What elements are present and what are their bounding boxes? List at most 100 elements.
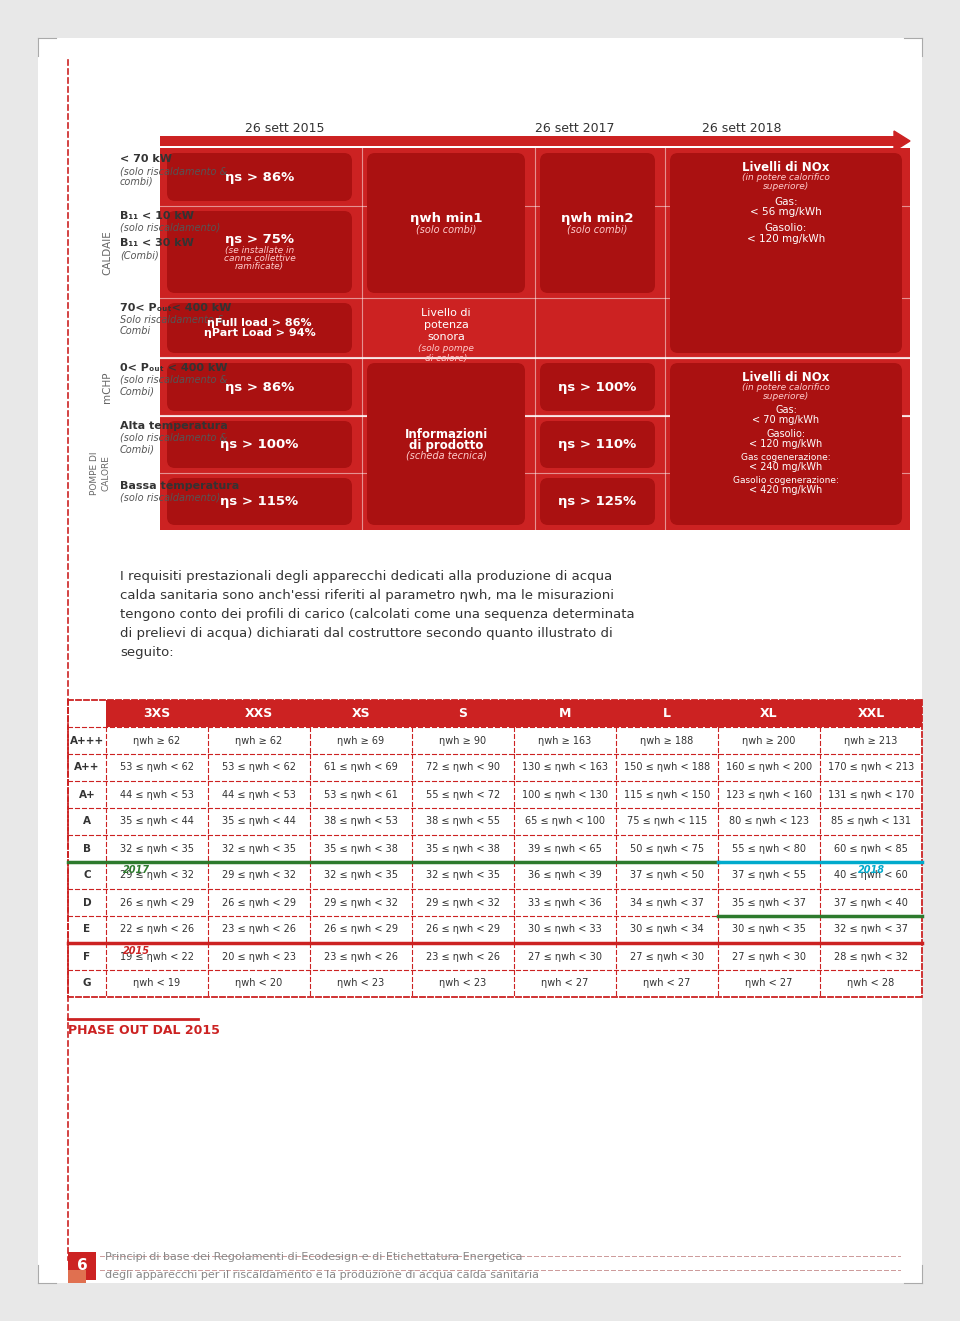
Text: 27 ≤ ηwh < 30: 27 ≤ ηwh < 30 — [732, 951, 806, 962]
Text: Principi di base dei Regolamenti di Ecodesign e di Etichettatura Energetica: Principi di base dei Regolamenti di Ecod… — [105, 1252, 522, 1262]
Text: < 240 mg/kWh: < 240 mg/kWh — [750, 462, 823, 472]
Text: 6: 6 — [77, 1259, 87, 1273]
Text: E: E — [84, 925, 90, 934]
Text: ηwh ≥ 62: ηwh ≥ 62 — [235, 736, 282, 745]
Text: combi): combi) — [120, 176, 154, 186]
Bar — [160, 148, 910, 530]
Text: 34 ≤ ηwh < 37: 34 ≤ ηwh < 37 — [630, 897, 704, 908]
Text: ηs > 86%: ηs > 86% — [225, 380, 294, 394]
Text: ηwh < 23: ηwh < 23 — [440, 979, 487, 988]
Text: (solo combi): (solo combi) — [567, 225, 628, 235]
Text: 29 ≤ ηwh < 32: 29 ≤ ηwh < 32 — [120, 871, 194, 881]
FancyBboxPatch shape — [670, 153, 902, 353]
Text: XXS: XXS — [245, 707, 274, 720]
Text: 26 ≤ ηwh < 29: 26 ≤ ηwh < 29 — [120, 897, 194, 908]
Bar — [106, 700, 922, 727]
Text: 20 ≤ ηwh < 23: 20 ≤ ηwh < 23 — [222, 951, 296, 962]
Text: 29 ≤ ηwh < 32: 29 ≤ ηwh < 32 — [222, 871, 296, 881]
Text: 75 ≤ ηwh < 115: 75 ≤ ηwh < 115 — [627, 816, 708, 827]
Text: ηwh ≥ 90: ηwh ≥ 90 — [440, 736, 487, 745]
Text: 2017: 2017 — [123, 865, 150, 875]
Text: A+: A+ — [79, 790, 95, 799]
Text: ηwh < 19: ηwh < 19 — [133, 979, 180, 988]
Text: ηwh min1: ηwh min1 — [410, 213, 482, 226]
Text: B₁₁ < 30 kW: B₁₁ < 30 kW — [120, 238, 194, 248]
FancyBboxPatch shape — [540, 421, 655, 468]
Text: Gasolio cogenerazione:: Gasolio cogenerazione: — [733, 476, 839, 485]
Text: XL: XL — [760, 707, 778, 720]
Text: di prodotto: di prodotto — [409, 440, 483, 453]
Text: XXL: XXL — [857, 707, 884, 720]
Text: PHASE OUT DAL 2015: PHASE OUT DAL 2015 — [68, 1024, 220, 1037]
Text: I requisiti prestazionali degli apparecchi dedicati alla produzione di acqua: I requisiti prestazionali degli apparecc… — [120, 569, 612, 583]
Text: (solo riscaldamento): (solo riscaldamento) — [120, 493, 220, 503]
FancyBboxPatch shape — [540, 478, 655, 524]
Text: 35 ≤ ηwh < 38: 35 ≤ ηwh < 38 — [426, 844, 500, 853]
Text: M: M — [559, 707, 571, 720]
Text: ηFull load > 86%: ηFull load > 86% — [207, 317, 312, 328]
Text: F: F — [84, 951, 90, 962]
Text: ηwh ≥ 200: ηwh ≥ 200 — [742, 736, 796, 745]
Text: ηwh < 23: ηwh < 23 — [337, 979, 385, 988]
Text: superiore): superiore) — [763, 392, 809, 402]
Text: CALDAIE: CALDAIE — [102, 231, 112, 275]
Text: potenza: potenza — [423, 320, 468, 330]
Text: 170 ≤ ηwh < 213: 170 ≤ ηwh < 213 — [828, 762, 914, 773]
Text: ηwh ≥ 188: ηwh ≥ 188 — [640, 736, 694, 745]
Text: 100 ≤ ηwh < 130: 100 ≤ ηwh < 130 — [522, 790, 608, 799]
Text: ηs > 100%: ηs > 100% — [559, 380, 636, 394]
Text: ηs > 75%: ηs > 75% — [225, 232, 294, 246]
FancyBboxPatch shape — [540, 153, 655, 293]
Text: A+++: A+++ — [70, 736, 104, 745]
Text: 37 ≤ ηwh < 40: 37 ≤ ηwh < 40 — [834, 897, 908, 908]
Text: 130 ≤ ηwh < 163: 130 ≤ ηwh < 163 — [522, 762, 608, 773]
Text: canne collettive: canne collettive — [224, 254, 296, 263]
Text: (in potere calorifico: (in potere calorifico — [742, 173, 830, 182]
Text: 72 ≤ ηwh < 90: 72 ≤ ηwh < 90 — [426, 762, 500, 773]
FancyBboxPatch shape — [167, 478, 352, 524]
Text: ηwh < 28: ηwh < 28 — [848, 979, 895, 988]
Text: ηwh < 20: ηwh < 20 — [235, 979, 282, 988]
Text: < 56 mg/kWh: < 56 mg/kWh — [750, 207, 822, 217]
Text: (in potere calorifico: (in potere calorifico — [742, 383, 830, 392]
Text: degli apparecchi per il riscaldamento e la produzione di acqua calda sanitaria: degli apparecchi per il riscaldamento e … — [105, 1269, 539, 1280]
Text: 123 ≤ ηwh < 160: 123 ≤ ηwh < 160 — [726, 790, 812, 799]
Text: 160 ≤ ηwh < 200: 160 ≤ ηwh < 200 — [726, 762, 812, 773]
Text: ηs > 110%: ηs > 110% — [559, 439, 636, 452]
Text: Gas:: Gas: — [774, 197, 798, 206]
FancyBboxPatch shape — [167, 211, 352, 293]
Text: (Combi): (Combi) — [120, 250, 158, 260]
Text: ηs > 100%: ηs > 100% — [220, 439, 299, 452]
Text: 30 ≤ ηwh < 33: 30 ≤ ηwh < 33 — [528, 925, 602, 934]
Text: S: S — [459, 707, 468, 720]
Text: 131 ≤ ηwh < 170: 131 ≤ ηwh < 170 — [828, 790, 914, 799]
Text: 26 sett 2017: 26 sett 2017 — [536, 122, 614, 135]
Text: 2015: 2015 — [123, 946, 150, 956]
Text: 32 ≤ ηwh < 35: 32 ≤ ηwh < 35 — [222, 844, 296, 853]
Text: 50 ≤ ηwh < 75: 50 ≤ ηwh < 75 — [630, 844, 704, 853]
Text: 30 ≤ ηwh < 35: 30 ≤ ηwh < 35 — [732, 925, 806, 934]
Text: 0< Pₒᵤₜ < 400 kW: 0< Pₒᵤₜ < 400 kW — [120, 363, 228, 373]
Text: 150 ≤ ηwh < 188: 150 ≤ ηwh < 188 — [624, 762, 710, 773]
Text: 26 ≤ ηwh < 29: 26 ≤ ηwh < 29 — [222, 897, 296, 908]
Text: < 70 mg/kWh: < 70 mg/kWh — [753, 415, 820, 425]
Text: 35 ≤ ηwh < 44: 35 ≤ ηwh < 44 — [222, 816, 296, 827]
Text: 70< Pₒᵤₜ< 400 kW: 70< Pₒᵤₜ< 400 kW — [120, 303, 231, 313]
Text: A: A — [83, 816, 91, 827]
Text: 53 ≤ ηwh < 62: 53 ≤ ηwh < 62 — [222, 762, 296, 773]
Text: 60 ≤ ηwh < 85: 60 ≤ ηwh < 85 — [834, 844, 908, 853]
Text: 3XS: 3XS — [143, 707, 171, 720]
Text: Gas cogenerazione:: Gas cogenerazione: — [741, 453, 830, 462]
Text: 80 ≤ ηwh < 123: 80 ≤ ηwh < 123 — [729, 816, 809, 827]
Text: ramificate): ramificate) — [235, 263, 284, 271]
Text: G: G — [83, 979, 91, 988]
Text: Gas:: Gas: — [775, 406, 797, 415]
Text: Solo riscaldamento &: Solo riscaldamento & — [120, 314, 225, 325]
Text: < 70 kW: < 70 kW — [120, 155, 172, 164]
Text: seguito:: seguito: — [120, 646, 174, 659]
Text: Bassa temperatura: Bassa temperatura — [120, 481, 239, 491]
Polygon shape — [894, 131, 910, 151]
Text: ηwh < 27: ηwh < 27 — [643, 979, 690, 988]
Text: Combi): Combi) — [120, 386, 155, 396]
Text: di calore): di calore) — [425, 354, 468, 363]
